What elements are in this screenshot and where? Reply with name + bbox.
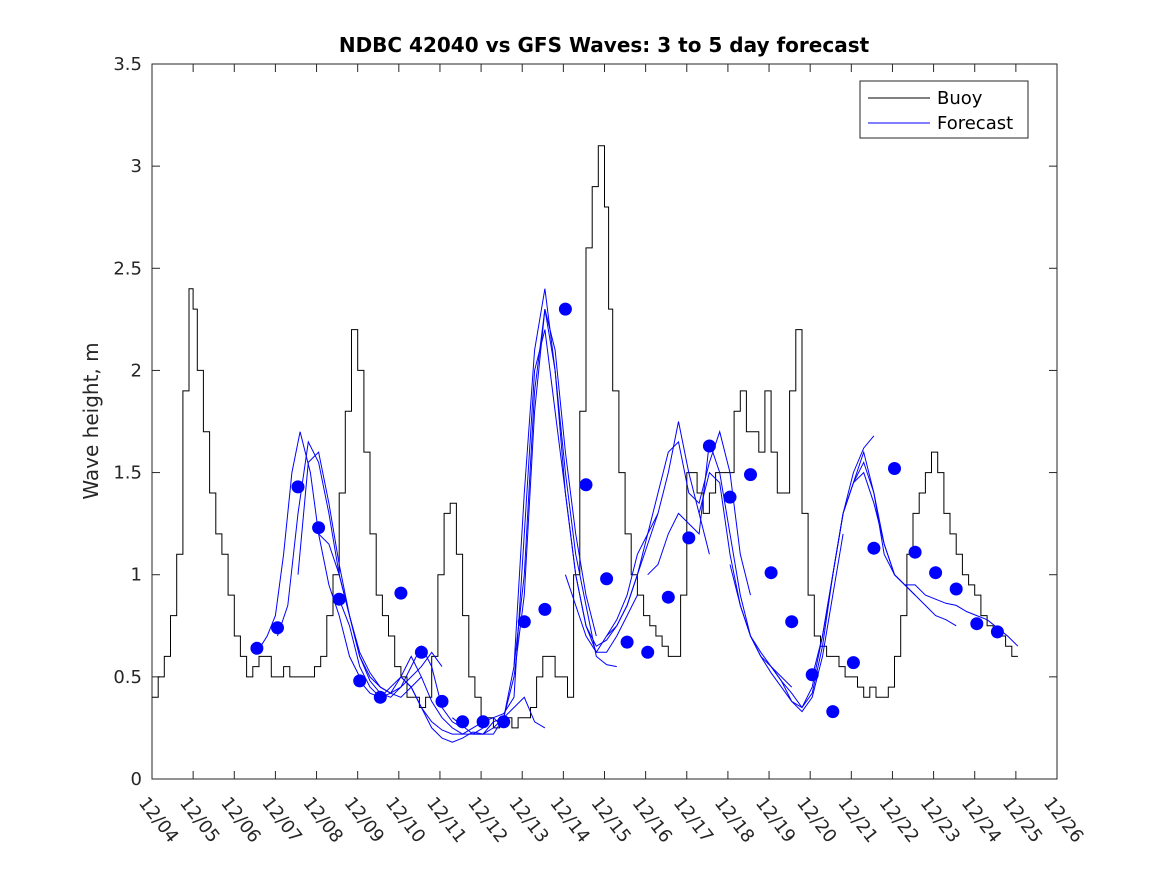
forecast-point <box>456 715 470 729</box>
forecast-point <box>888 462 901 475</box>
y-tick-label: 0 <box>131 769 142 790</box>
forecast-point <box>702 439 716 453</box>
forecast-series-line <box>852 450 1019 647</box>
forecast-point <box>805 668 819 682</box>
y-tick-label: 3 <box>131 156 142 177</box>
forecast-point <box>970 617 984 631</box>
forecast-point <box>291 480 305 494</box>
forecast-point <box>332 592 346 606</box>
y-tick-label: 1 <box>131 565 142 586</box>
forecast-series-line <box>606 429 751 637</box>
forecast-series-line <box>256 431 361 678</box>
forecast-series-line <box>811 461 957 678</box>
legend-label-forecast: Forecast <box>937 113 1013 134</box>
forecast-point <box>579 478 593 492</box>
forecast-point <box>517 615 531 629</box>
forecast-point <box>785 615 799 629</box>
forecast-point <box>476 715 490 729</box>
forecast-point <box>661 590 675 604</box>
forecast-point <box>497 715 511 729</box>
y-tick-label: 0.5 <box>113 667 142 688</box>
forecast-series-line <box>564 421 710 654</box>
y-axis-label: Wave height, m <box>79 342 103 499</box>
forecast-point <box>826 705 840 719</box>
forecast-series-line <box>400 676 546 743</box>
forecast-point <box>538 602 552 616</box>
forecast-point <box>414 645 428 659</box>
legend: Buoy Forecast <box>859 80 1029 139</box>
forecast-point <box>990 625 1004 639</box>
forecast-point <box>641 645 655 659</box>
y-tick-label: 1.5 <box>113 463 142 484</box>
forecast-point <box>620 635 634 649</box>
forecast-point <box>723 490 737 504</box>
forecast-point <box>312 521 326 535</box>
forecast-point <box>846 656 860 670</box>
forecast-point <box>929 566 943 580</box>
forecast-point <box>682 531 696 545</box>
forecast-point <box>600 572 614 586</box>
chart-title: NDBC 42040 vs GFS Waves: 3 to 5 day fore… <box>339 33 870 57</box>
forecast-series-line <box>338 599 484 735</box>
y-tick-label: 2 <box>131 360 142 381</box>
forecast-point <box>867 541 881 555</box>
forecast-point <box>435 694 449 708</box>
buoy-series-line <box>152 145 1018 729</box>
forecast-point <box>744 468 757 482</box>
forecast-point <box>373 690 387 704</box>
forecast-point <box>949 582 963 596</box>
y-tick-label: 3.5 <box>113 54 142 75</box>
forecast-point <box>764 566 778 580</box>
legend-label-buoy: Buoy <box>937 88 983 109</box>
y-tick-label: 2.5 <box>113 258 142 279</box>
forecast-series-line <box>698 471 844 713</box>
legend-box <box>859 80 1029 139</box>
forecast-point <box>908 545 922 559</box>
forecast-point <box>271 621 284 635</box>
forecast-point <box>394 586 408 600</box>
plot-area: 00.511.522.533.512/0412/0512/0612/0712/0… <box>113 54 1087 847</box>
forecast-point <box>558 302 572 316</box>
forecast-point <box>353 674 367 688</box>
forecast-series-line <box>647 441 793 688</box>
forecast-point <box>250 641 264 655</box>
forecast-series-line <box>318 533 463 729</box>
